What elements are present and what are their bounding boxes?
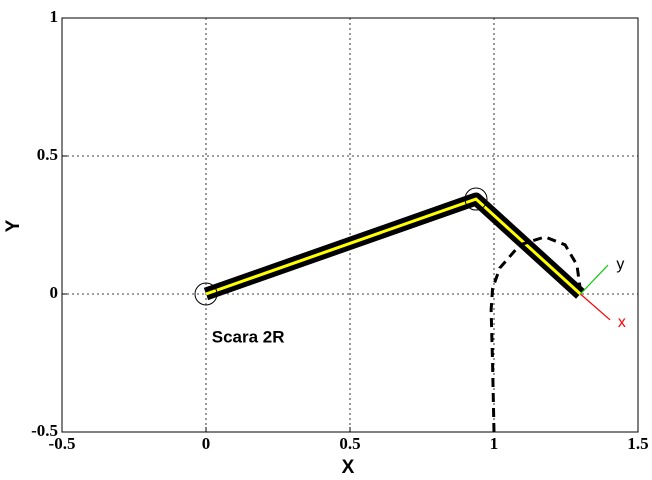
y-tick-label: -0.5	[31, 421, 58, 440]
annotation: x	[618, 314, 626, 331]
y-axis-label: Y	[3, 219, 24, 232]
x-tick-label: 0	[202, 434, 211, 453]
joint	[194, 282, 218, 306]
plot-frame	[61, 17, 639, 433]
x-tick-label: 0.5	[339, 434, 360, 453]
x-tick-label: 1	[490, 434, 499, 453]
robot-link	[203, 192, 585, 301]
joint	[464, 187, 488, 211]
trajectory	[489, 235, 582, 433]
frame-axis	[580, 293, 611, 321]
x-axis-label: X	[342, 457, 355, 478]
x-tick-label: -0.5	[49, 434, 76, 453]
annotation: y	[616, 256, 624, 273]
y-tick-label: 1	[50, 7, 59, 26]
x-tick-label: 1.5	[627, 434, 648, 453]
y-tick-label: 0.5	[37, 145, 58, 164]
y-tick-label: 0	[50, 283, 59, 302]
robot-link-core	[205, 197, 582, 296]
frame-axis	[579, 264, 609, 295]
annotation: Scara 2R	[212, 328, 285, 347]
